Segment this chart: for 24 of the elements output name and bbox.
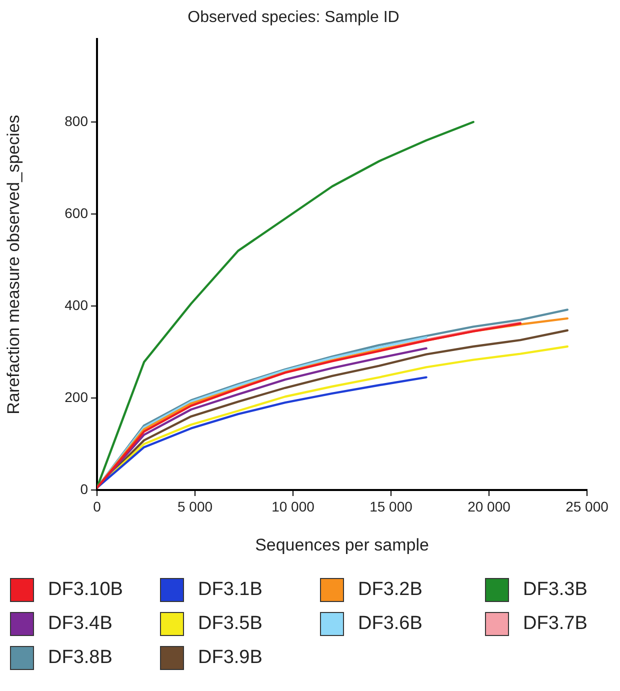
y-tick-label: 0	[80, 480, 88, 497]
x-tick-label: 15 000	[370, 498, 413, 514]
legend-label: DF3.1B	[198, 579, 262, 601]
legend-label: DF3.4B	[48, 613, 112, 635]
legend-label: DF3.6B	[358, 613, 422, 635]
legend-label: DF3.8B	[48, 647, 112, 669]
legend-label: DF3.3B	[523, 579, 588, 601]
legend-label: DF3.9B	[198, 647, 262, 669]
x-tick-label: 25 000	[566, 498, 609, 514]
y-tick-label: 800	[64, 112, 88, 129]
x-tick-label: 0	[93, 498, 102, 514]
legend-label: DF3.5B	[198, 613, 262, 635]
y-tick-label: 200	[64, 388, 88, 405]
legend-label: DF3.10B	[48, 579, 123, 601]
y-axis-title: Rarefaction measure observed_species	[4, 114, 23, 414]
legend-label: DF3.2B	[358, 579, 422, 601]
y-tick-label: 400	[64, 296, 88, 313]
x-tick-label: 5 000	[177, 498, 213, 514]
x-tick-label: 20 000	[468, 498, 511, 514]
legend-label: DF3.7B	[523, 613, 588, 635]
x-axis-title: Sequences per sample	[255, 535, 429, 554]
x-tick-label: 10 000	[272, 498, 315, 514]
chart-title: Observed species: Sample ID	[188, 9, 400, 26]
y-tick-label: 600	[64, 204, 88, 221]
